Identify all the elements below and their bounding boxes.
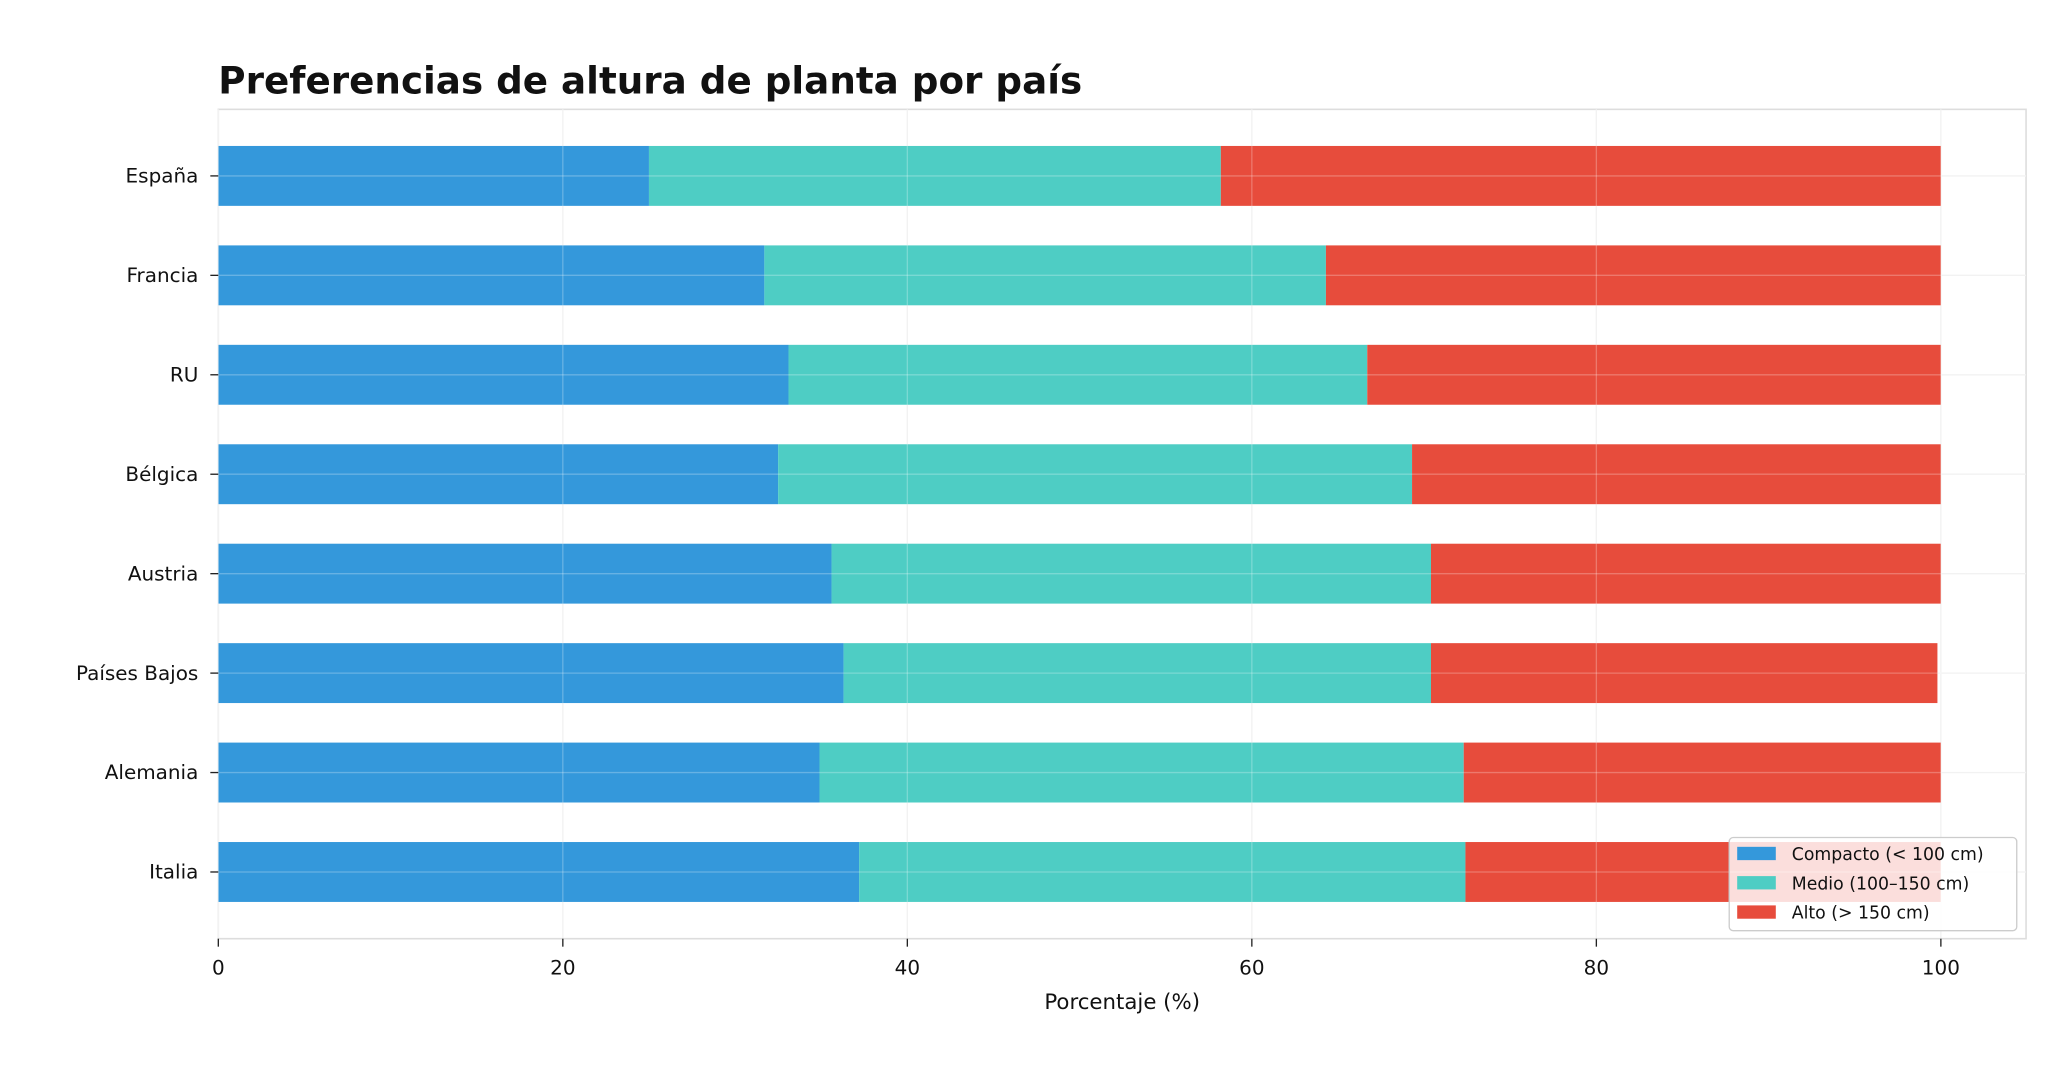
y-tick-label: RU [170, 362, 198, 386]
legend-label: Compacto (< 100 cm) [1792, 845, 1984, 865]
bar-segment [218, 145, 649, 206]
plot-frame [217, 108, 2027, 940]
bar-segment [218, 842, 860, 902]
bar-segment [1325, 245, 1941, 306]
y-tick-label: España [126, 164, 199, 188]
bar-segment [764, 245, 1326, 306]
y-tick-label: Países Bajos [76, 661, 198, 685]
x-tick-label: 80 [1584, 956, 1609, 980]
bar-segment [819, 742, 1464, 803]
bar-segment [831, 543, 1431, 604]
y-tick-label: Francia [127, 263, 199, 287]
bar-segment [1430, 643, 1938, 704]
y-tick-label: Italia [149, 860, 198, 884]
y-tick-label: Alemania [105, 760, 199, 784]
bar-segment [778, 444, 1413, 505]
y-tick-label: Bélgica [125, 462, 198, 486]
legend-swatch [1737, 846, 1776, 861]
x-tick-label: 100 [1922, 956, 1960, 980]
bar-segment [788, 344, 1368, 405]
bar-segment [218, 643, 844, 704]
bar-segment [1220, 145, 1941, 206]
bar-segment [218, 543, 832, 604]
bar-segment [218, 344, 789, 405]
chart-title: Preferencias de altura de planta por paí… [218, 58, 1082, 102]
bar-segment [1412, 444, 1941, 505]
bar-segment [1367, 344, 1941, 405]
legend-box [1728, 836, 2018, 932]
x-tick-label: 20 [550, 956, 575, 980]
bar-segment [1463, 742, 1941, 803]
bar-segment [218, 742, 820, 803]
x-tick-label: 60 [1239, 956, 1264, 980]
bar-segment [859, 842, 1466, 902]
bar-segment [1430, 543, 1941, 604]
x-tick-label: 40 [895, 956, 920, 980]
x-tick-label: 0 [212, 956, 225, 980]
legend: Compacto (< 100 cm) Medio (100–150 cm) Alt… [1728, 836, 2018, 932]
legend-swatch [1737, 876, 1776, 890]
y-tick-label: Austria [128, 561, 199, 585]
bar-segment [218, 245, 765, 306]
x-axis-label: Porcentaje (%) [1044, 990, 1200, 1015]
legend-label: Alto (> 150 cm) [1792, 904, 1930, 924]
bar-segment [843, 643, 1431, 704]
legend-label: Medio (100–150 cm) [1792, 874, 1969, 894]
bar-segment [218, 444, 779, 505]
legend-swatch [1737, 905, 1776, 919]
bar-segment [648, 145, 1221, 206]
